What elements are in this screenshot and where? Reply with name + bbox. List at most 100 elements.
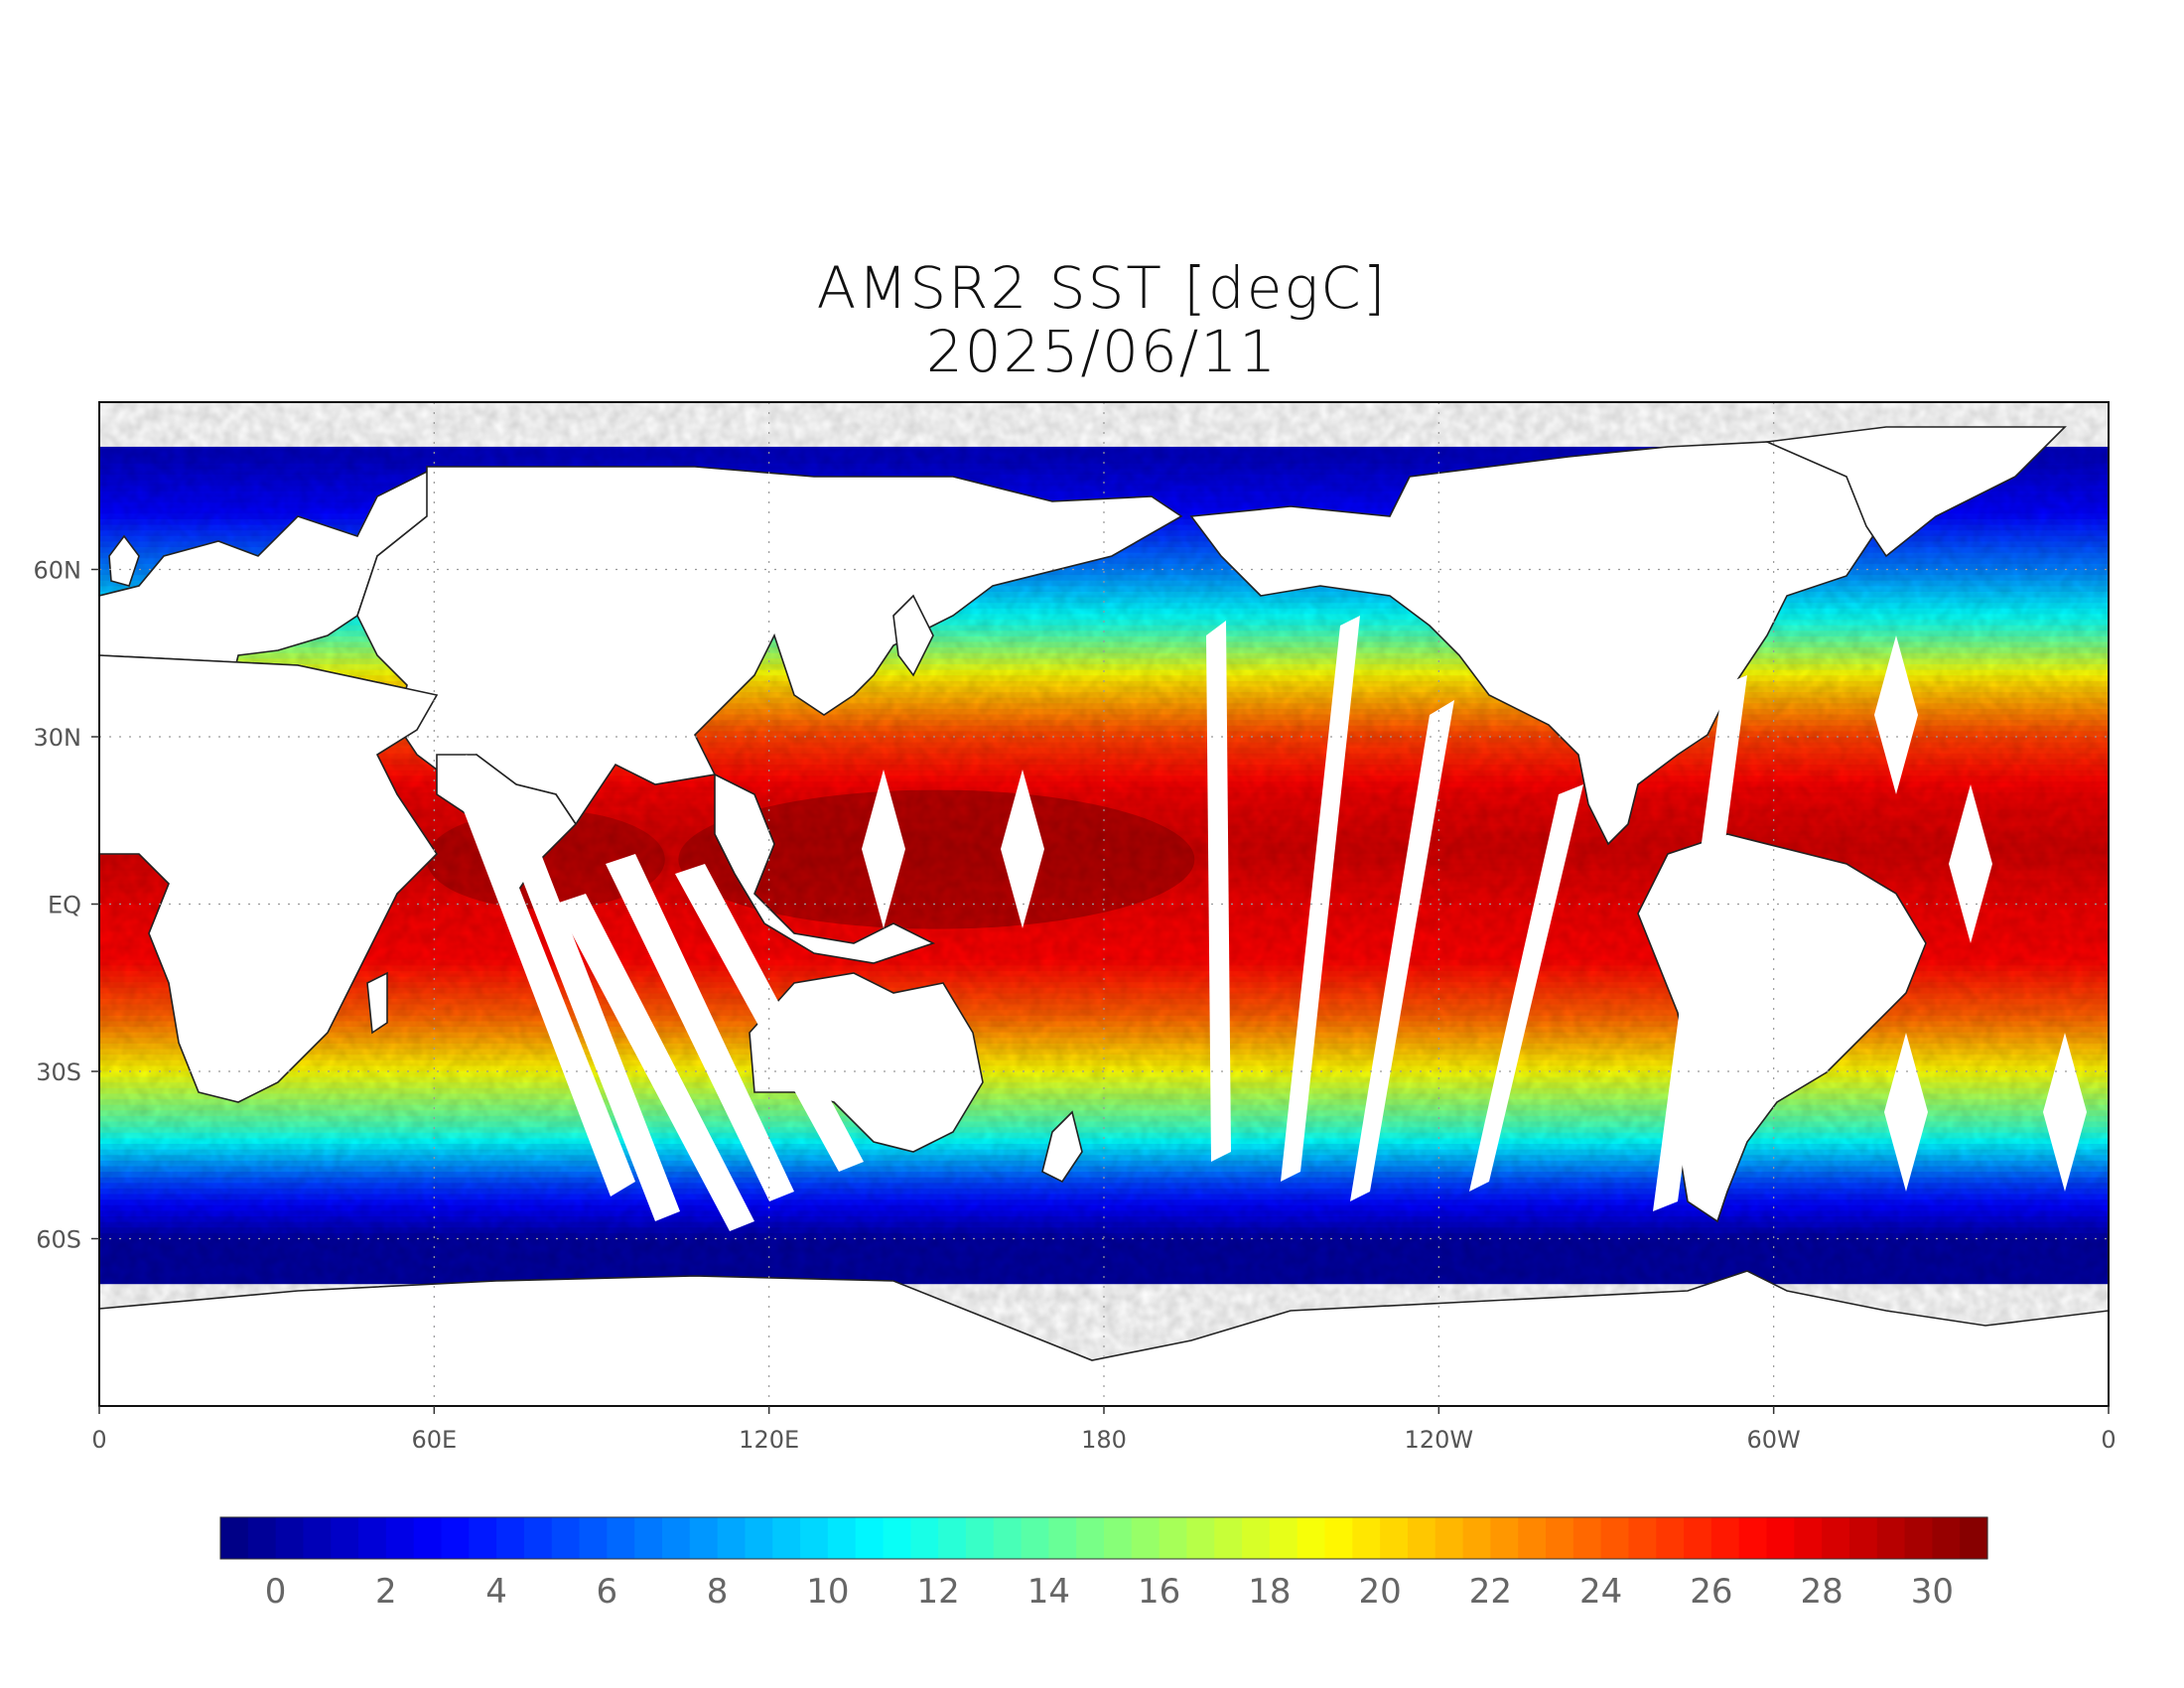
- title-line1: AMSR2 SST [degC]: [816, 254, 1388, 322]
- colorbar-label: 6: [597, 1572, 618, 1612]
- colorbar-cell: [717, 1517, 747, 1559]
- swath-gap-diamond: [862, 770, 905, 928]
- swath-gap-diamond: [2043, 1033, 2087, 1192]
- land-uk: [108, 534, 140, 587]
- colorbar-label: 2: [375, 1572, 397, 1612]
- y-tick-label: 30N: [34, 724, 82, 752]
- colorbar-cell: [1462, 1517, 1491, 1559]
- colorbar-cell: [1297, 1517, 1326, 1559]
- colorbar-cell: [855, 1517, 885, 1559]
- land-antarctica: [99, 1270, 2109, 1406]
- colorbar-cell: [523, 1517, 553, 1559]
- land-africa: [99, 654, 439, 1103]
- swath-gap: [1206, 621, 1231, 1162]
- colorbar-cell: [689, 1517, 719, 1559]
- swath-gap: [1469, 784, 1583, 1192]
- colorbar-cell: [1684, 1517, 1712, 1559]
- colorbar-cell: [1214, 1517, 1243, 1559]
- x-tick-label: 0: [91, 1426, 106, 1454]
- y-tick-label: 60N: [34, 557, 82, 585]
- colorbar-cell: [331, 1517, 359, 1559]
- swath-gap: [1653, 675, 1747, 1211]
- colorbar-cell: [469, 1517, 497, 1559]
- colorbar-label: 4: [485, 1572, 507, 1612]
- colorbar-cell: [1131, 1517, 1160, 1559]
- colorbar-cell: [910, 1517, 939, 1559]
- colorbar-cell: [496, 1517, 525, 1559]
- colorbar-cell: [1021, 1517, 1049, 1559]
- colorbar-label: 26: [1690, 1572, 1732, 1612]
- y-tick-label: 60S: [36, 1226, 81, 1254]
- colorbar-cell: [1269, 1517, 1298, 1559]
- colorbar-label: 16: [1138, 1572, 1180, 1612]
- colorbar-label: 8: [707, 1572, 729, 1612]
- graticule: [99, 402, 2109, 1406]
- colorbar-label: 0: [265, 1572, 287, 1612]
- colorbar-cell: [1904, 1517, 1933, 1559]
- colorbar-cells: [220, 1517, 1988, 1559]
- x-tick-label: 120E: [739, 1426, 799, 1454]
- colorbar-label: 18: [1248, 1572, 1291, 1612]
- y-tick-label: 30S: [36, 1058, 81, 1086]
- colorbar-label: 20: [1358, 1572, 1401, 1612]
- swath-gap: [516, 854, 680, 1221]
- swath-gap: [606, 854, 794, 1201]
- colorbar-cell: [1848, 1517, 1878, 1559]
- land-greenland: [1764, 426, 2067, 558]
- colorbar-cell: [1407, 1517, 1436, 1559]
- title-line2: 2025/06/11: [925, 318, 1279, 385]
- land-se-asia: [714, 773, 936, 964]
- colorbar-cell: [662, 1517, 691, 1559]
- colorbar-label: 14: [1027, 1572, 1070, 1612]
- colorbar-label: 24: [1579, 1572, 1622, 1612]
- x-tick-label: 0: [2101, 1426, 2116, 1454]
- colorbar-cell: [1518, 1517, 1547, 1559]
- colorbar-cell: [772, 1517, 801, 1559]
- colorbar-cell: [1738, 1517, 1768, 1559]
- colorbar: 0 2 4 6 8 10 12 14 16 18 20 22 24 26 28 30: [219, 1516, 1988, 1612]
- colorbar-cell: [1628, 1517, 1657, 1559]
- colorbar-cell: [1490, 1517, 1519, 1559]
- colorbar-cell: [883, 1517, 911, 1559]
- y-tick-label: EQ: [48, 892, 81, 919]
- x-tick-label: 120W: [1405, 1426, 1474, 1454]
- colorbar-cell: [579, 1517, 608, 1559]
- colorbar-cell: [1242, 1517, 1271, 1559]
- colorbar-cell: [1960, 1517, 1988, 1559]
- colorbar-cell: [1546, 1517, 1574, 1559]
- colorbar-cell: [413, 1517, 443, 1559]
- colorbar-cell: [1434, 1517, 1464, 1559]
- colorbar-cell: [1324, 1517, 1353, 1559]
- x-tick-label: 180: [1081, 1426, 1127, 1454]
- land-japan: [892, 594, 934, 677]
- colorbar-cell: [385, 1517, 415, 1559]
- colorbar-cell: [1932, 1517, 1961, 1559]
- colorbar-cell: [1710, 1517, 1740, 1559]
- colorbar-cell: [1600, 1517, 1630, 1559]
- colorbar-cell: [275, 1517, 305, 1559]
- colorbar-cell: [1048, 1517, 1077, 1559]
- colorbar-cell: [1076, 1517, 1105, 1559]
- swath-gap: [1281, 616, 1360, 1182]
- colorbar-cell: [1656, 1517, 1685, 1559]
- colorbar-cell: [1794, 1517, 1823, 1559]
- swath-gap-diamond: [1949, 784, 1992, 943]
- swath-gap: [452, 755, 635, 1196]
- land-new-zealand: [1041, 1110, 1083, 1184]
- colorbar-cell: [1159, 1517, 1188, 1559]
- colorbar-cell: [827, 1517, 857, 1559]
- land-madagascar: [366, 971, 388, 1035]
- y-axis: 60N 30N EQ 30S 60S: [34, 557, 99, 1254]
- colorbar-cell: [634, 1517, 663, 1559]
- colorbar-cell: [1876, 1517, 1906, 1559]
- colorbar-cell: [220, 1517, 249, 1559]
- colorbar-label: 12: [916, 1572, 959, 1612]
- colorbar-cell: [993, 1517, 1023, 1559]
- land-north-america: [1189, 441, 1887, 846]
- colorbar-cell: [607, 1517, 635, 1559]
- colorbar-cell: [551, 1517, 581, 1559]
- x-tick-label: 60W: [1747, 1426, 1801, 1454]
- colorbar-labels: 0 2 4 6 8 10 12 14 16 18 20 22 24 26 28 30: [265, 1572, 1954, 1612]
- swath-gap-diamond: [1884, 1033, 1928, 1192]
